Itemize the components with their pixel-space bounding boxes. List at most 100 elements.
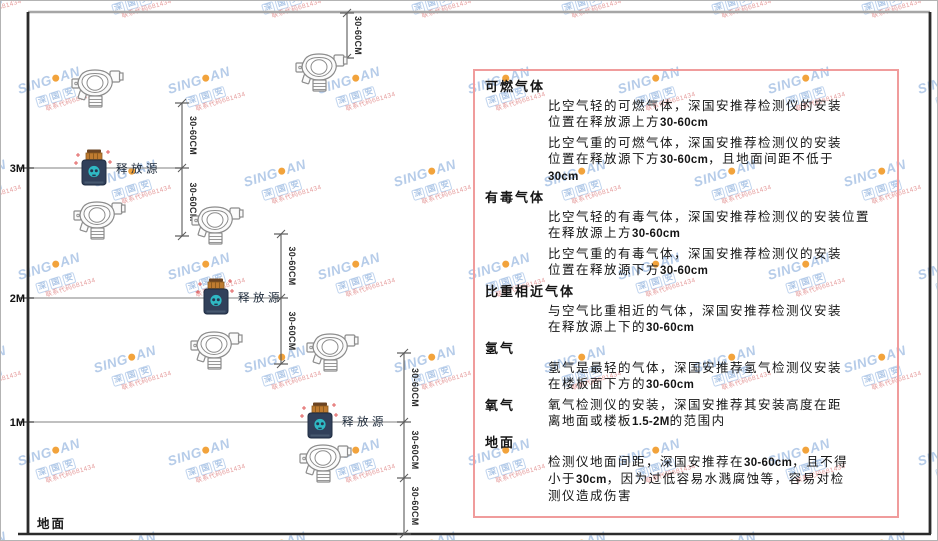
gas-detector-icon [306,333,359,372]
skull-eye [212,298,216,302]
measurement-value: 30-60cm [660,117,709,129]
dimension-label: 30-60CM [188,182,198,221]
dimension-tick-slash [177,163,187,173]
source-cap-top [87,149,101,153]
sparkle-icon [332,403,336,407]
detector-screw [298,65,302,70]
skull-eye [216,298,220,302]
detector-screw [193,343,197,348]
detector-sensor-base [88,95,103,108]
skull-mouth [318,427,322,430]
skull-eye [320,422,324,426]
panel-section: 氢气氢气是最轻的气体，深国安推荐氢气检测仪安装 在楼板面下方的30-60cm [485,340,887,393]
release-source-icon: 释放源 [300,402,384,439]
detector-sensor-window [314,450,332,466]
section-heading: 有毒气体 [485,190,546,205]
section-heading: 地面 [485,435,516,450]
section-paragraph: 比空气重的有毒气体，深国安推荐检测仪的安装 位置在释放源下方30-60cm [548,246,887,279]
gas-detector-icon [71,69,124,108]
sparkle-icon [74,161,78,165]
source-cap-top [209,278,223,282]
detector-junction-cap [118,72,124,81]
detector-sensor-base [207,357,222,370]
skull-icon [210,294,222,307]
measurement-value: 30cm [576,474,607,486]
paragraph-text: 氢气是最轻的气体，深国安推荐氢气检测仪安装 在楼板面下方的 [548,361,843,391]
section-paragraph: 比空气重的可燃气体，深国安推荐检测仪的安装 位置在释放源下方30-60cm，且地… [548,135,887,185]
paragraph-text: 比空气轻的可燃气体，深国安推荐检测仪的安装 位置在释放源上方 [548,99,843,129]
source-band [206,310,226,313]
height-mark-label: 3M [10,163,25,175]
gas-detector-icon [190,331,243,370]
sparkle-icon [300,414,304,418]
paragraph-text: 比空气轻的有毒气体，深国安推荐检测仪的安装位置 在释放源上方 [548,210,871,240]
measurement-value: 30-60cm [646,379,695,391]
ground-label: 地面 [37,516,66,531]
height-mark-label: 2M [10,293,25,305]
detector-screw [302,456,306,461]
measurement-value: 30-60cm [660,265,709,277]
detector-junction-cap [238,209,244,218]
sparkle-icon [302,406,306,410]
section-paragraph: 与空气比重相近的气体，深国安推荐检测仪安装 在释放源上下的30-60cm [548,303,887,336]
paragraph-text: 氧气检测仪的安装，深国安推荐其安装高度在距 离地面或楼板 [548,398,843,428]
detector-junction-cap [342,56,348,65]
section-heading: 比重相近气体 [485,284,576,299]
section-paragraph: 氢气是最轻的气体，深国安推荐氢气检测仪安装 在楼板面下方的30-60cm [548,360,887,393]
dimension-tick-slash [342,8,352,18]
dimension-tick-slash [177,231,187,241]
section-paragraph: 比空气轻的可燃气体，深国安推荐检测仪的安装 位置在释放源上方30-60cm [548,98,887,131]
skull-eye [90,169,94,173]
dimension-label: 30-60CM [287,311,297,350]
sparkle-icon [196,290,200,294]
sparkle-icon [198,282,202,286]
panel-section: 有毒气体 比空气轻的有毒气体，深国安推荐检测仪的安装位置 在释放源上方30-60c… [485,189,887,279]
measurement-value: 30-60cm [646,322,695,334]
release-source-label: 释放源 [116,162,161,176]
section-heading: 氢气 [485,341,516,356]
skull-eye [316,422,320,426]
dimension-label: 30-60CM [353,16,363,55]
measurement-value: 30-60cm [660,154,709,166]
detector-sensor-window [206,212,224,228]
detector-screw [76,213,80,218]
release-source-icon: 释放源 [74,149,161,186]
section-paragraph: 比空气轻的有毒气体，深国安推荐检测仪的安装位置 在释放源上方30-60cm [548,209,887,242]
release-source-label: 释放源 [238,291,283,305]
skull-icon [314,418,326,431]
sparkle-icon [230,289,234,293]
dimension-tick-slash [399,417,409,427]
detector-sensor-base [90,227,105,240]
skull-mouth [92,174,96,177]
skull-icon [88,165,100,178]
paragraph-text: 比空气重的可燃气体，深国安推荐检测仪的安装 位置在释放源下方 [548,136,843,166]
dimension-label: 30-60CM [410,486,420,525]
detector-sensor-window [310,59,328,75]
section-paragraph: 氧气检测仪的安装，深国安推荐其安装高度在距 离地面或楼板1.5-2M的范围内 [548,397,887,430]
dimension-tick-slash [399,473,409,483]
paragraph-text: ，且不得 小于 [548,455,849,486]
dimension-label: 30-60CM [188,116,198,155]
sparkle-icon [334,413,338,417]
dimension-label: 30-60CM [287,246,297,285]
paragraph-text: 的范围内 [669,414,726,428]
section-heading: 氧气 [485,398,516,413]
detector-sensor-window [88,207,106,223]
sparkle-icon [228,279,232,283]
detector-screw [194,218,198,223]
detector-sensor-window [205,337,223,353]
sparkle-icon [106,150,110,154]
detector-sensor-base [208,232,223,245]
dimension-tick-slash [399,348,409,358]
source-band [84,181,104,184]
measurement-value: 30cm [548,171,579,183]
source-cap [311,405,329,413]
detector-screw [74,81,78,86]
dimension-tick-slash [177,98,187,108]
detector-screw [309,345,313,350]
section-heading: 可燃气体 [485,79,546,94]
dimension-tick-slash [399,529,409,539]
gas-detector-icon [299,444,352,483]
